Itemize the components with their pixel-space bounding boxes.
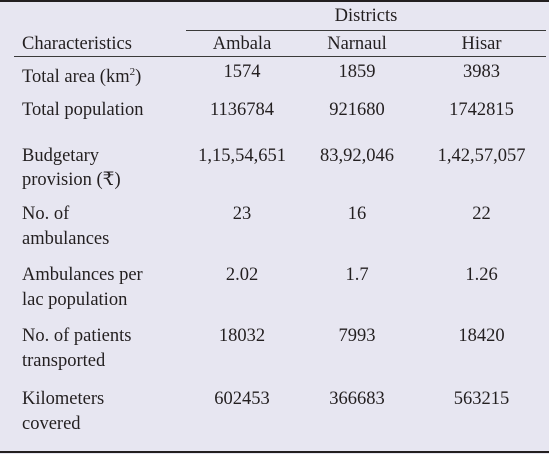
header-hisar: Hisar [461,34,502,54]
cell-per-lac-hisar: 1.26 [465,265,498,285]
cell-km-ambala: 602453 [214,389,270,409]
cell-ambulances-narnaul: 16 [347,204,367,224]
cell-ambulances-hisar: 22 [472,204,491,224]
row-label-per-lac-line2: lac population [22,290,128,310]
cell-budget-ambala: 1,15,54,651 [198,146,286,166]
top-rule [0,0,549,2]
cell-population-narnaul: 921680 [329,100,385,120]
cell-total-area-narnaul: 1859 [338,62,376,82]
superscript: 2 [129,66,136,78]
cell-population-hisar: 1742815 [449,100,514,120]
row-label-total-population: Total population [22,100,144,120]
row-label-patients-line2: transported [22,351,106,371]
cell-total-area-hisar: 3983 [463,62,500,82]
cell-per-lac-ambala: 2.02 [225,265,259,285]
header-underline [14,56,546,57]
cell-km-narnaul: 366683 [329,389,385,409]
cell-per-lac-narnaul: 1.7 [345,265,369,285]
cell-budget-hisar: 1,42,57,057 [437,146,526,166]
cell-total-area-ambala: 1574 [223,62,261,82]
header-ambala: Ambala [212,34,272,54]
cell-population-ambala: 1136784 [209,100,275,120]
cell-ambulances-ambala: 23 [232,204,252,224]
header-characteristics: Characteristics [22,34,132,54]
row-label-budgetary-line1: Budgetary [22,146,100,166]
districts-underline [186,30,546,31]
cell-budget-narnaul: 83,92,046 [320,146,394,166]
row-label-patients-line1: No. of patients [22,326,132,346]
row-label-tail: ) [135,67,142,88]
cell-patients-narnaul: 7993 [338,326,376,346]
row-label-per-lac-line1: Ambulances per [22,265,143,285]
row-label-total-area: Total area (km2) [22,60,141,90]
header-narnaul: Narnaul [327,34,387,54]
row-label-ambulances-line2: ambulances [22,229,110,249]
row-label-km-line1: Kilometers [22,389,105,409]
districts-group-header: Districts [334,6,398,26]
bottom-rule [0,451,549,453]
row-label-ambulances-line1: No. of [22,204,70,224]
cell-patients-hisar: 18420 [458,326,505,346]
row-label-text: Total area (km [22,67,130,88]
row-label-km-line2: covered [22,414,81,434]
row-label-budgetary-line2: provision (₹) [22,170,121,190]
cell-km-hisar: 563215 [453,389,510,409]
cell-patients-ambala: 18032 [218,326,266,346]
